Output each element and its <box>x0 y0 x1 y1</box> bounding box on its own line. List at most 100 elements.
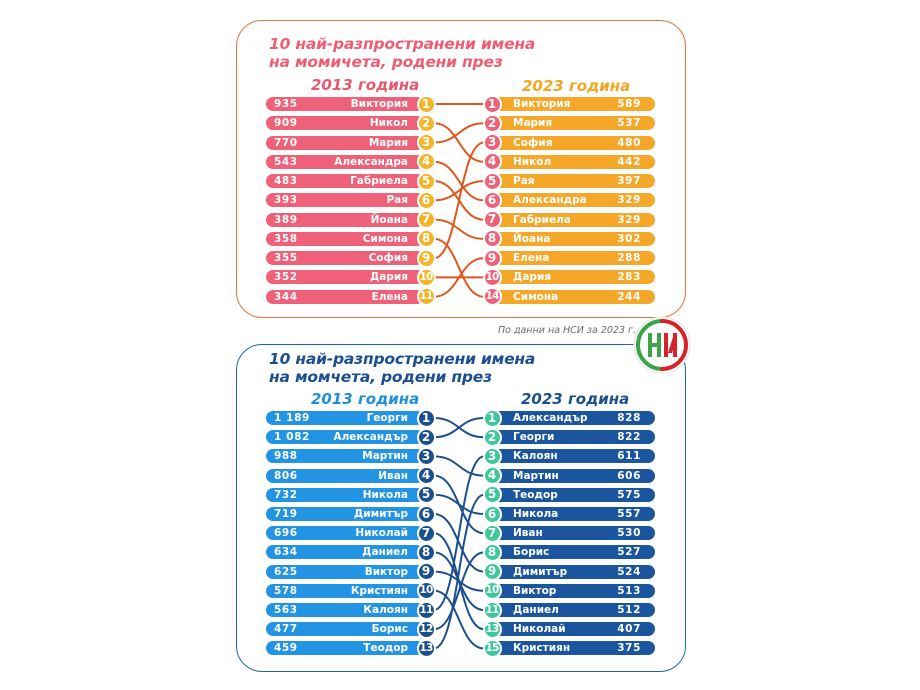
girls-left-value: 935 <box>274 98 298 110</box>
girls-left-name: Йоана <box>370 213 408 226</box>
boys-right-value: 557 <box>617 508 641 520</box>
girls-right-rank-badge: 7 <box>482 210 502 230</box>
girls-left-row: 389 Йоана <box>266 212 424 227</box>
nsi-logo-icon <box>633 316 691 374</box>
girls-left-row: 393 Рая <box>266 193 424 208</box>
boys-left-value: 696 <box>274 527 298 540</box>
girls-left-rank-badge: 9 <box>416 248 436 268</box>
boys-link-13 <box>433 493 485 650</box>
boys-left-year: 2013 година <box>311 390 420 408</box>
boys-right-row: 822 Георги <box>493 430 655 445</box>
boys-right-rank-badge: 1 <box>482 408 502 428</box>
boys-right-rank-badge: 2 <box>482 427 502 447</box>
boys-right-row: 524 Димитър <box>493 564 655 579</box>
boys-right-rank-badge: 10 <box>482 581 502 601</box>
girls-right-name: Александра <box>513 194 587 207</box>
girls-link-2 <box>433 122 485 163</box>
boys-right-value: 606 <box>617 469 641 482</box>
boys-right-row: 530 Иван <box>493 526 655 541</box>
boys-right-rank-badge: 5 <box>482 485 502 505</box>
boys-link-6 <box>433 513 485 573</box>
girls-left-name: Александра <box>334 155 408 168</box>
girls-link-7 <box>433 218 485 240</box>
boys-right-year: 2023 година <box>521 390 630 408</box>
boys-right-row: 606 Мартин <box>493 468 655 483</box>
boys-link-10 <box>433 589 485 650</box>
girls-left-rank-badge: 7 <box>416 210 436 230</box>
boys-right-value: 527 <box>617 546 641 559</box>
girls-left-rank-badge: 3 <box>416 133 436 153</box>
girls-right-row: 589 Виктория <box>493 97 655 111</box>
girls-right-name: Мария <box>513 117 553 130</box>
boys-left-row: 1 189 Георги <box>266 411 424 425</box>
boys-right-name: Николай <box>513 623 566 636</box>
girls-left-value: 393 <box>274 194 298 207</box>
boys-right-name: Никола <box>513 508 559 520</box>
girls-right-rank-badge: 10 <box>482 267 502 287</box>
girls-right-name: София <box>513 136 553 149</box>
girls-right-value: 244 <box>617 290 641 303</box>
boys-right-name: Георги <box>513 431 555 444</box>
girls-right-value: 589 <box>617 98 641 110</box>
boys-right-name: Кристиян <box>513 642 571 655</box>
girls-right-rank-badge: 6 <box>482 190 502 210</box>
boys-right-value: 611 <box>617 450 641 463</box>
girls-right-name: Виктория <box>513 98 571 110</box>
boys-right-row: 611 Калоян <box>493 449 655 464</box>
boys-link-2 <box>433 417 485 439</box>
girls-left-value: 344 <box>274 290 298 303</box>
boys-left-name: Калоян <box>363 604 408 616</box>
girls-left-rank-badge: 4 <box>416 152 436 172</box>
boys-left-value: 988 <box>274 450 298 463</box>
boys-right-value: 822 <box>617 431 641 444</box>
boys-left-value: 1 189 <box>274 412 310 424</box>
girls-left-value: 543 <box>274 155 298 168</box>
girls-left-row: 344 Елена <box>266 289 424 304</box>
boys-left-rank-badge: 12 <box>416 619 436 639</box>
girls-link-4 <box>433 160 485 202</box>
boys-left-row: 459 Теодор <box>266 641 424 656</box>
boys-right-value: 512 <box>617 604 641 616</box>
boys-left-rank-badge: 8 <box>416 542 436 562</box>
girls-link-3 <box>433 122 485 144</box>
girls-left-name: София <box>368 252 408 265</box>
girls-right-value: 442 <box>617 155 641 168</box>
girls-left-row: 358 Симона <box>266 231 424 246</box>
girls-right-name: Никол <box>513 155 552 168</box>
boys-left-name: Никола <box>362 488 408 501</box>
girls-left-name: Дария <box>369 271 408 284</box>
girls-left-name: Мария <box>368 136 408 149</box>
boys-left-name: Борис <box>371 623 408 636</box>
girls-left-row: 352 Дария <box>266 270 424 285</box>
boys-left-row: 578 Кристиян <box>266 583 424 598</box>
boys-right-rank-badge: 13 <box>482 619 502 639</box>
boys-right-value: 524 <box>617 565 641 578</box>
boys-left-rank-badge: 11 <box>416 600 436 620</box>
boys-right-rank-badge: 11 <box>482 600 502 620</box>
girls-left-value: 355 <box>274 252 298 265</box>
girls-left-value: 483 <box>274 175 298 188</box>
girls-right-name: Йоана <box>513 232 551 245</box>
boys-left-value: 732 <box>274 488 298 501</box>
boys-right-value: 575 <box>617 488 641 501</box>
girls-right-value: 288 <box>617 252 641 265</box>
boys-right-row: 512 Даниел <box>493 603 655 617</box>
boys-right-rank-badge: 7 <box>482 523 502 543</box>
boys-right-rank-badge: 6 <box>482 504 502 524</box>
boys-title-line1: 10 най-разпространени имена <box>269 350 536 368</box>
girls-left-value: 770 <box>274 136 298 149</box>
boys-left-name: Иван <box>378 469 408 482</box>
boys-left-row: 563 Калоян <box>266 603 424 617</box>
boys-link-3 <box>433 455 485 477</box>
boys-left-row: 634 Даниел <box>266 545 424 560</box>
girls-right-name: Рая <box>513 175 535 188</box>
boys-left-row: 719 Димитър <box>266 507 424 521</box>
boys-link-5 <box>433 493 485 515</box>
boys-left-name: Димитър <box>353 508 408 520</box>
girls-right-row: 283 Дария <box>493 270 655 285</box>
boys-right-name: Мартин <box>513 469 559 482</box>
girls-right-value: 537 <box>617 117 641 130</box>
boys-right-value: 828 <box>617 412 641 424</box>
girls-left-name: Габриела <box>350 175 408 188</box>
girls-right-row: 302 Йоана <box>493 231 655 246</box>
